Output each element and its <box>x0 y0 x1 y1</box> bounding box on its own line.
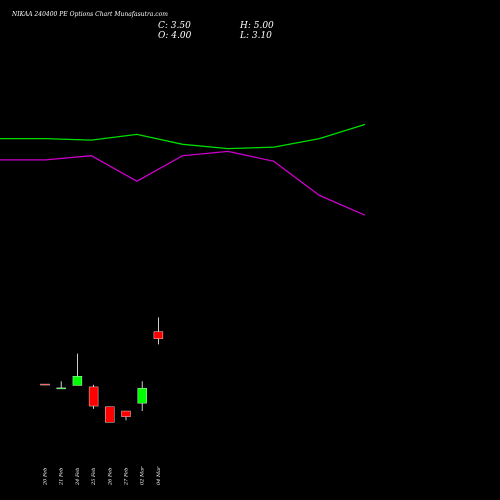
indicator-line-2 <box>0 150 366 216</box>
candle-body <box>153 331 164 339</box>
tick-label: 20 Feb <box>43 468 49 486</box>
tick-label: 25 Feb <box>91 468 97 486</box>
tick-label: 02 Mar <box>140 466 146 485</box>
x-axis-ticks: 20 Feb 21 Feb 24 Feb 25 Feb 26 Feb 27 Feb 02 M… <box>43 466 162 486</box>
candle <box>153 317 164 345</box>
tick-label: 04 Mar <box>156 466 162 485</box>
candle-body <box>88 386 99 407</box>
candle <box>105 406 115 423</box>
candle-body <box>40 383 50 386</box>
candle <box>56 381 66 390</box>
open-value: O: 4.00 <box>158 31 192 41</box>
indicator-lines <box>0 123 366 216</box>
candle <box>137 381 147 412</box>
candle-body <box>137 388 147 404</box>
close-value: C: 3.50 <box>158 21 191 31</box>
tick-label: 21 Feb <box>59 468 65 486</box>
high-value: H: 5.00 <box>239 21 274 31</box>
tick-label: 26 Feb <box>107 468 113 486</box>
candle <box>88 384 99 409</box>
chart-title: NIKAA 240400 PE Options Chart Munafasutr… <box>11 11 168 18</box>
candle-body <box>121 410 131 417</box>
candles <box>40 317 164 423</box>
candle-body <box>105 406 115 423</box>
candle-body <box>72 376 83 386</box>
low-value: L: 3.10 <box>239 31 272 41</box>
candle <box>40 383 50 386</box>
candle <box>121 410 131 421</box>
tick-label: 27 Feb <box>124 468 130 486</box>
indicator-line-1 <box>0 123 366 150</box>
tick-label: 24 Feb <box>75 468 81 486</box>
candle <box>72 353 83 386</box>
candle-body <box>56 387 66 390</box>
